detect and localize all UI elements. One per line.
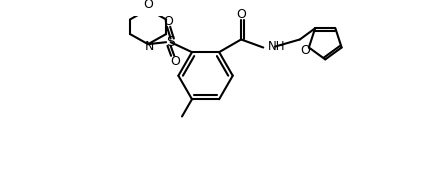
Text: O: O xyxy=(236,8,246,21)
Text: NH: NH xyxy=(268,40,285,53)
Text: O: O xyxy=(300,44,310,57)
Text: O: O xyxy=(163,15,173,28)
Text: N: N xyxy=(144,40,154,53)
Text: S: S xyxy=(166,35,175,49)
Text: O: O xyxy=(143,0,153,11)
Text: O: O xyxy=(170,55,180,68)
